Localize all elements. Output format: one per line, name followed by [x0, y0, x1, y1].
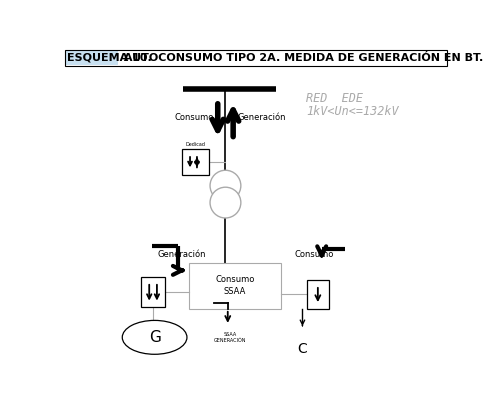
Text: RED  EDE: RED EDE — [306, 92, 364, 105]
Circle shape — [210, 187, 241, 218]
Text: 1kV<Un<=132kV: 1kV<Un<=132kV — [306, 105, 399, 118]
Text: Generación: Generación — [237, 113, 286, 122]
Bar — [182, 149, 210, 175]
Text: Generación: Generación — [158, 250, 206, 260]
Text: G: G — [148, 330, 160, 345]
Text: C: C — [298, 342, 308, 356]
Text: AUTOCONSUMO TIPO 2A. MEDIDA DE GENERACIÓN EN BT.: AUTOCONSUMO TIPO 2A. MEDIDA DE GENERACIÓ… — [120, 53, 483, 63]
Text: Consumo: Consumo — [174, 113, 214, 122]
Text: Consumo: Consumo — [294, 250, 334, 260]
Text: Dedicad: Dedicad — [186, 142, 206, 147]
Text: SSAA
GENERACIÓN: SSAA GENERACIÓN — [214, 332, 246, 343]
Bar — [66, 51, 118, 65]
Circle shape — [210, 170, 241, 201]
Bar — [141, 277, 166, 307]
Text: Consumo
SSAA: Consumo SSAA — [216, 275, 255, 296]
Bar — [190, 263, 281, 309]
Text: ESQUEMA 10.: ESQUEMA 10. — [67, 53, 152, 63]
Bar — [66, 50, 447, 66]
Ellipse shape — [122, 320, 187, 354]
Bar — [307, 279, 328, 309]
